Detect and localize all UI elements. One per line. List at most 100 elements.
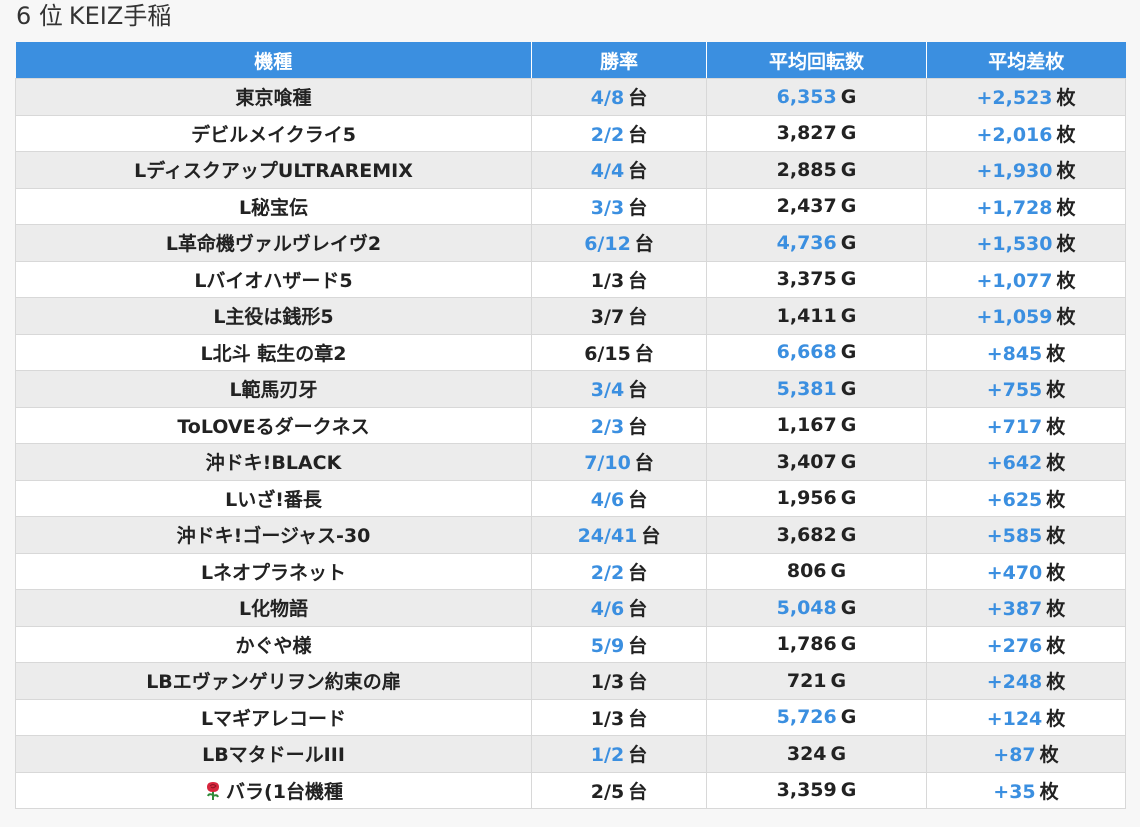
win-rate-value[interactable]: 6/12 (584, 233, 631, 256)
avg-diff-value[interactable]: +625 (986, 488, 1043, 511)
avg-diff-value[interactable]: +1,728 (976, 196, 1053, 219)
avg-spins-unit: G (830, 742, 847, 765)
model-name: バラ(1台機種 (226, 780, 343, 803)
avg-diff-value[interactable]: +1,077 (976, 269, 1053, 292)
avg-spins-cell: 6,353 G (706, 78, 927, 116)
avg-spins-value[interactable]: 6,353 (776, 85, 837, 108)
avg-spins-unit: G (830, 560, 847, 583)
avg-spins-value: 1,956 (776, 487, 837, 510)
column-header-win-rate[interactable]: 勝率 (531, 42, 707, 79)
avg-diff-unit: 枚 (1056, 196, 1076, 219)
model-cell: 東京喰種 (15, 78, 532, 116)
avg-diff-unit: 枚 (1046, 634, 1066, 657)
win-rate-value[interactable]: 4/6 (590, 598, 625, 621)
table-row[interactable]: Lいざ!番長 4/6 台 1,956 G +625 枚 (15, 479, 1126, 517)
avg-spins-unit: G (840, 377, 857, 400)
avg-spins-cell: 2,437 G (706, 187, 927, 225)
win-rate-value[interactable]: 4/4 (590, 160, 625, 183)
avg-diff-cell: +470 枚 (926, 552, 1126, 590)
win-rate-value[interactable]: 2/2 (590, 123, 625, 146)
avg-diff-unit: 枚 (1046, 707, 1066, 730)
table-row[interactable]: LBエヴァンゲリヲン約束の扉 1/3 台 721 G +248 枚 (15, 662, 1126, 700)
avg-diff-cell: +1,930 枚 (926, 151, 1126, 189)
win-rate-cell: 1/3 台 (531, 698, 707, 736)
table-row[interactable]: L秘宝伝 3/3 台 2,437 G +1,728 枚 (15, 187, 1126, 225)
avg-diff-value[interactable]: +642 (986, 452, 1043, 475)
avg-diff-unit: 枚 (1046, 671, 1066, 694)
avg-diff-cell: +2,016 枚 (926, 114, 1126, 152)
avg-spins-cell: 3,682 G (706, 516, 927, 554)
win-rate-value[interactable]: 24/41 (577, 525, 638, 548)
avg-diff-value[interactable]: +1,930 (976, 160, 1053, 183)
win-rate-value[interactable]: 2/2 (590, 561, 625, 584)
avg-spins-value[interactable]: 4,736 (776, 231, 837, 254)
avg-diff-value[interactable]: +387 (986, 598, 1043, 621)
avg-diff-value[interactable]: +248 (986, 671, 1043, 694)
win-rate-unit: 台 (628, 306, 648, 329)
avg-spins-value[interactable]: 5,726 (776, 706, 837, 729)
table-row[interactable]: Lバイオハザード5 1/3 台 3,375 G +1,077 枚 (15, 260, 1126, 298)
win-rate-value[interactable]: 3/3 (590, 196, 625, 219)
win-rate-value[interactable]: 7/10 (584, 452, 631, 475)
avg-diff-value[interactable]: +124 (986, 707, 1043, 730)
model-cell: 沖ドキ!BLACK (15, 443, 532, 481)
model-cell: LBエヴァンゲリヲン約束の扉 (15, 662, 532, 700)
table-row[interactable]: LディスクアップULTRAREMIX 4/4 台 2,885 G +1,930 枚 (15, 151, 1126, 189)
column-header-avg-diff[interactable]: 平均差枚 (926, 42, 1126, 79)
model-name: LBマタドールIII (202, 744, 345, 767)
avg-diff-value[interactable]: +2,016 (976, 123, 1053, 146)
avg-diff-value[interactable]: +276 (986, 634, 1043, 657)
avg-diff-value[interactable]: +585 (986, 525, 1043, 548)
column-header-model[interactable]: 機種 (15, 42, 532, 79)
model-cell: Lネオプラネット (15, 552, 532, 590)
avg-diff-unit: 枚 (1056, 87, 1076, 110)
table-row[interactable]: 沖ドキ!ゴージャス-30 24/41 台 3,682 G +585 枚 (15, 516, 1126, 554)
avg-diff-value[interactable]: +1,530 (976, 233, 1053, 256)
win-rate-value[interactable]: 4/6 (590, 488, 625, 511)
table-row[interactable]: L化物語 4/6 台 5,048 G +387 枚 (15, 589, 1126, 627)
table-row[interactable]: L革命機ヴァルヴレイヴ2 6/12 台 4,736 G +1,530 枚 (15, 224, 1126, 262)
win-rate-unit: 台 (628, 598, 648, 621)
avg-diff-cell: +1,077 枚 (926, 260, 1126, 298)
table-row[interactable]: LBマタドールIII 1/2 台 324 G +87 枚 (15, 735, 1126, 773)
table-row[interactable]: デビルメイクライ5 2/2 台 3,827 G +2,016 枚 (15, 114, 1126, 152)
avg-diff-unit: 枚 (1046, 452, 1066, 475)
column-header-avg-spins[interactable]: 平均回転数 (706, 42, 927, 79)
table-row[interactable]: ToLOVEるダークネス 2/3 台 1,167 G +717 枚 (15, 406, 1126, 444)
avg-spins-unit: G (840, 633, 857, 656)
avg-spins-value: 324 (786, 742, 827, 765)
avg-spins-value: 806 (786, 560, 827, 583)
win-rate-value[interactable]: 4/8 (590, 87, 625, 110)
avg-spins-value[interactable]: 6,668 (776, 341, 837, 364)
avg-spins-unit: G (840, 341, 857, 364)
avg-diff-value[interactable]: +845 (986, 342, 1043, 365)
model-name: L北斗 転生の章2 (200, 342, 347, 365)
avg-diff-value[interactable]: +755 (986, 379, 1043, 402)
avg-spins-value[interactable]: 5,381 (776, 377, 837, 400)
avg-spins-value: 3,682 (776, 523, 837, 546)
avg-diff-value[interactable]: +2,523 (976, 87, 1053, 110)
avg-spins-value: 2,885 (776, 158, 837, 181)
table-row[interactable]: L範馬刃牙 3/4 台 5,381 G +755 枚 (15, 370, 1126, 408)
avg-diff-value[interactable]: +87 (993, 744, 1036, 767)
store-name: KEIZ手稲 (68, 2, 172, 30)
table-row[interactable]: Lネオプラネット 2/2 台 806 G +470 枚 (15, 552, 1126, 590)
avg-diff-unit: 枚 (1046, 525, 1066, 548)
avg-diff-value[interactable]: +35 (993, 780, 1036, 803)
win-rate-value[interactable]: 1/2 (590, 744, 625, 767)
avg-diff-value[interactable]: +470 (986, 561, 1043, 584)
table-row[interactable]: 東京喰種 4/8 台 6,353 G +2,523 枚 (15, 78, 1126, 116)
table-row[interactable]: かぐや様 5/9 台 1,786 G +276 枚 (15, 625, 1126, 663)
win-rate-value[interactable]: 3/4 (590, 379, 625, 402)
avg-diff-cell: +87 枚 (926, 735, 1126, 773)
table-row[interactable]: バラ(1台機種 2/5 台 3,359 G +35 枚 (15, 771, 1126, 809)
table-row[interactable]: L主役は銭形5 3/7 台 1,411 G +1,059 枚 (15, 297, 1126, 335)
table-row[interactable]: 沖ドキ!BLACK 7/10 台 3,407 G +642 枚 (15, 443, 1126, 481)
table-row[interactable]: Lマギアレコード 1/3 台 5,726 G +124 枚 (15, 698, 1126, 736)
win-rate-value[interactable]: 5/9 (590, 634, 625, 657)
avg-diff-value[interactable]: +717 (986, 415, 1043, 438)
table-row[interactable]: L北斗 転生の章2 6/15 台 6,668 G +845 枚 (15, 333, 1126, 371)
win-rate-value[interactable]: 2/3 (590, 415, 625, 438)
avg-spins-value[interactable]: 5,048 (776, 596, 837, 619)
avg-diff-value[interactable]: +1,059 (976, 306, 1053, 329)
